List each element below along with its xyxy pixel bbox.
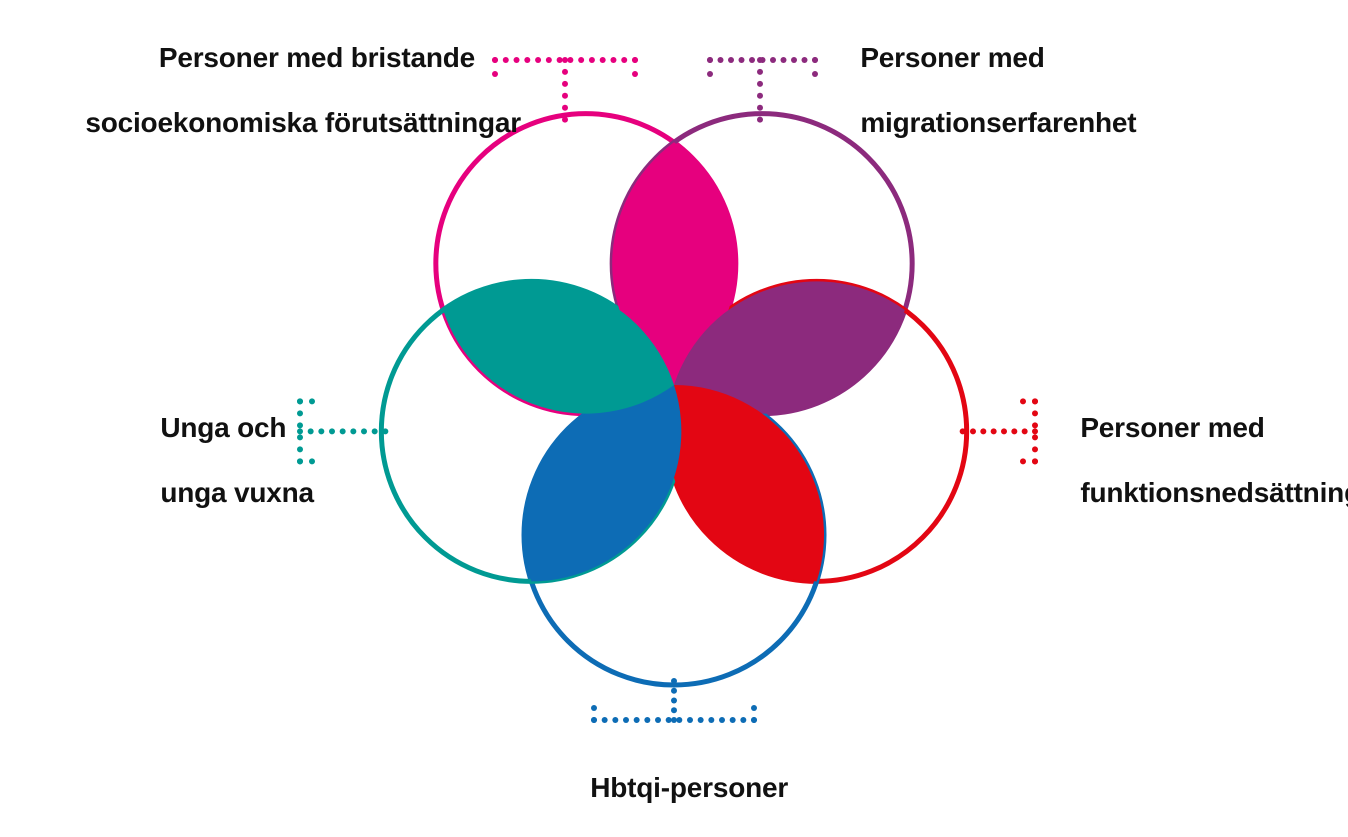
label-disability: Personer med funktionsnedsättning [1050, 380, 1348, 541]
connector [1020, 458, 1038, 464]
label-migration-line2: migrationserfarenhet [860, 107, 1136, 138]
label-migration-line1: Personer med [860, 42, 1044, 73]
label-young-line1: Unga och [160, 412, 286, 443]
connector [297, 398, 315, 404]
label-migration: Personer med migrationserfarenhet [830, 10, 1136, 171]
label-socioeconomic: Personer med bristande socioekonomiska f… [55, 10, 475, 171]
petal-disability-hbtqi [667, 385, 824, 581]
connector [1020, 398, 1038, 404]
label-disability-line1: Personer med [1080, 412, 1264, 443]
connector [591, 705, 597, 723]
connector [492, 57, 498, 77]
label-socioeconomic-line2: socioekonomiska förutsättningar [85, 107, 521, 138]
venn-diagram: Personer med bristande socioekonomiska f… [0, 0, 1348, 777]
label-young: Unga och unga vuxna [130, 380, 280, 541]
petal-hbtqi-young [524, 385, 681, 581]
connector [751, 705, 757, 723]
connector [812, 57, 818, 77]
label-hbtqi: Hbtqi-personer [560, 740, 788, 837]
connector [297, 428, 388, 434]
connector [632, 57, 638, 77]
connector [707, 57, 713, 77]
connector [297, 458, 315, 464]
label-socioeconomic-line1: Personer med bristande [159, 42, 475, 73]
label-disability-line2: funktionsnedsättning [1080, 477, 1348, 508]
label-young-line2: unga vuxna [160, 477, 314, 508]
connector [960, 428, 1038, 434]
